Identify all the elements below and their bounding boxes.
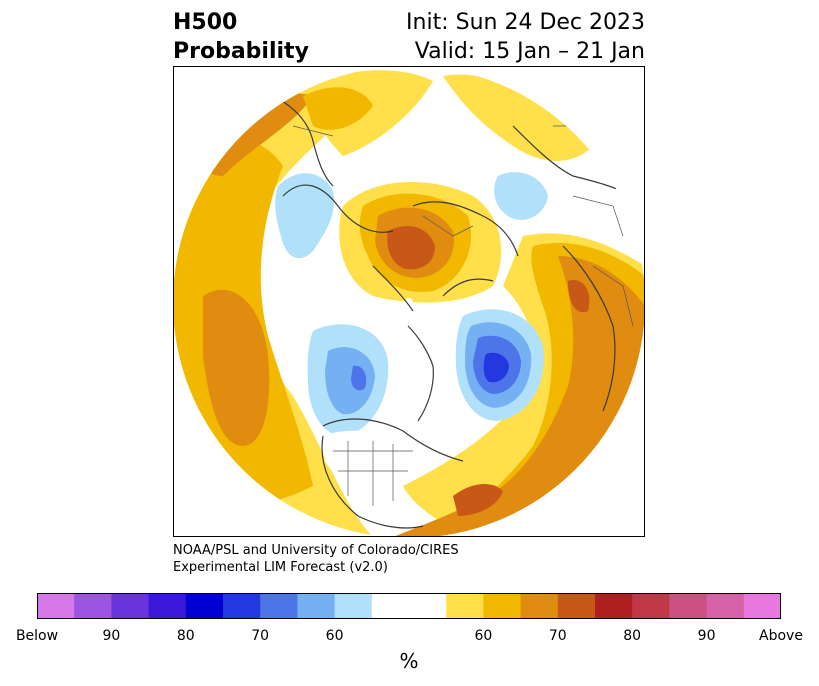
colorbar-swatch	[743, 593, 781, 619]
region-dark-orange-west	[203, 289, 270, 446]
credit-line-1: NOAA/PSL and University of Colorado/CIRE…	[173, 543, 459, 558]
credit-line-2: Experimental LIM Forecast (v2.0)	[173, 560, 388, 575]
map-frame	[173, 66, 645, 537]
colorbar-tick-label: 60	[474, 628, 493, 644]
title-right: Init: Sun 24 Dec 2023 Valid: 15 Jan – 21…	[406, 8, 645, 66]
region-red-europe	[568, 280, 590, 313]
region-red-pole	[387, 226, 435, 270]
colorbar-swatch	[223, 593, 261, 619]
colorbar-swatch	[632, 593, 670, 619]
colorbar-tick-label: 70	[251, 628, 270, 644]
colorbar-tick-label: 60	[325, 628, 344, 644]
colorbar-tick-label: 90	[102, 628, 121, 644]
region-light-blue-ne	[494, 172, 548, 220]
colorbar-swatch	[297, 593, 336, 619]
colorbar-swatch	[74, 593, 112, 619]
colorbar-swatch	[446, 593, 484, 619]
colorbar-swatch	[111, 593, 150, 619]
region-yellow-ne	[443, 74, 593, 161]
region-deep-blue-atlantic	[483, 352, 509, 383]
colorbar-tick-label: 80	[176, 628, 195, 644]
region-neutral-us	[323, 430, 409, 491]
colorbar-swatch	[520, 593, 559, 619]
colorbar-swatch	[371, 593, 447, 619]
init-date: Init: Sun 24 Dec 2023	[406, 10, 645, 35]
colorbar-swatch	[669, 593, 708, 619]
region-blue-canada	[325, 347, 375, 415]
colorbar-tick-label: 80	[623, 628, 642, 644]
coastlines	[272, 95, 634, 529]
colorbar-tick-label: Above	[759, 628, 803, 644]
colorbar-tick-label: 90	[697, 628, 716, 644]
colorbar-swatch	[185, 593, 224, 619]
region-light-blue-nw	[275, 173, 334, 259]
valid-dates: Valid: 15 Jan – 21 Jan	[414, 39, 645, 64]
colorbar-swatch	[706, 593, 745, 619]
region-blue-dark-canada	[351, 365, 367, 391]
variable-title: H500	[173, 10, 238, 35]
probability-title: Probability	[173, 39, 309, 64]
colorbar-frame	[37, 593, 781, 619]
credit-text: NOAA/PSL and University of Colorado/CIRE…	[173, 542, 459, 576]
colorbar-tick-label: Below	[15, 628, 59, 644]
colorbar-tick-label: 70	[548, 628, 567, 644]
colorbar-unit: %	[399, 649, 419, 673]
colorbar-swatch	[483, 593, 522, 619]
region-orange-north	[303, 87, 373, 130]
title-left: H500 Probability	[173, 8, 309, 66]
pole-marker	[405, 298, 413, 306]
colorbar-swatch	[37, 593, 75, 619]
colorbar-swatch	[334, 593, 373, 619]
colorbar	[37, 593, 781, 619]
colorbar-swatch	[148, 593, 187, 619]
colorbar-swatch	[595, 593, 633, 619]
forecast-map	[173, 66, 645, 537]
colorbar-swatch	[557, 593, 596, 619]
colorbar-swatch	[260, 593, 298, 619]
region-red-atlantic	[453, 484, 503, 516]
